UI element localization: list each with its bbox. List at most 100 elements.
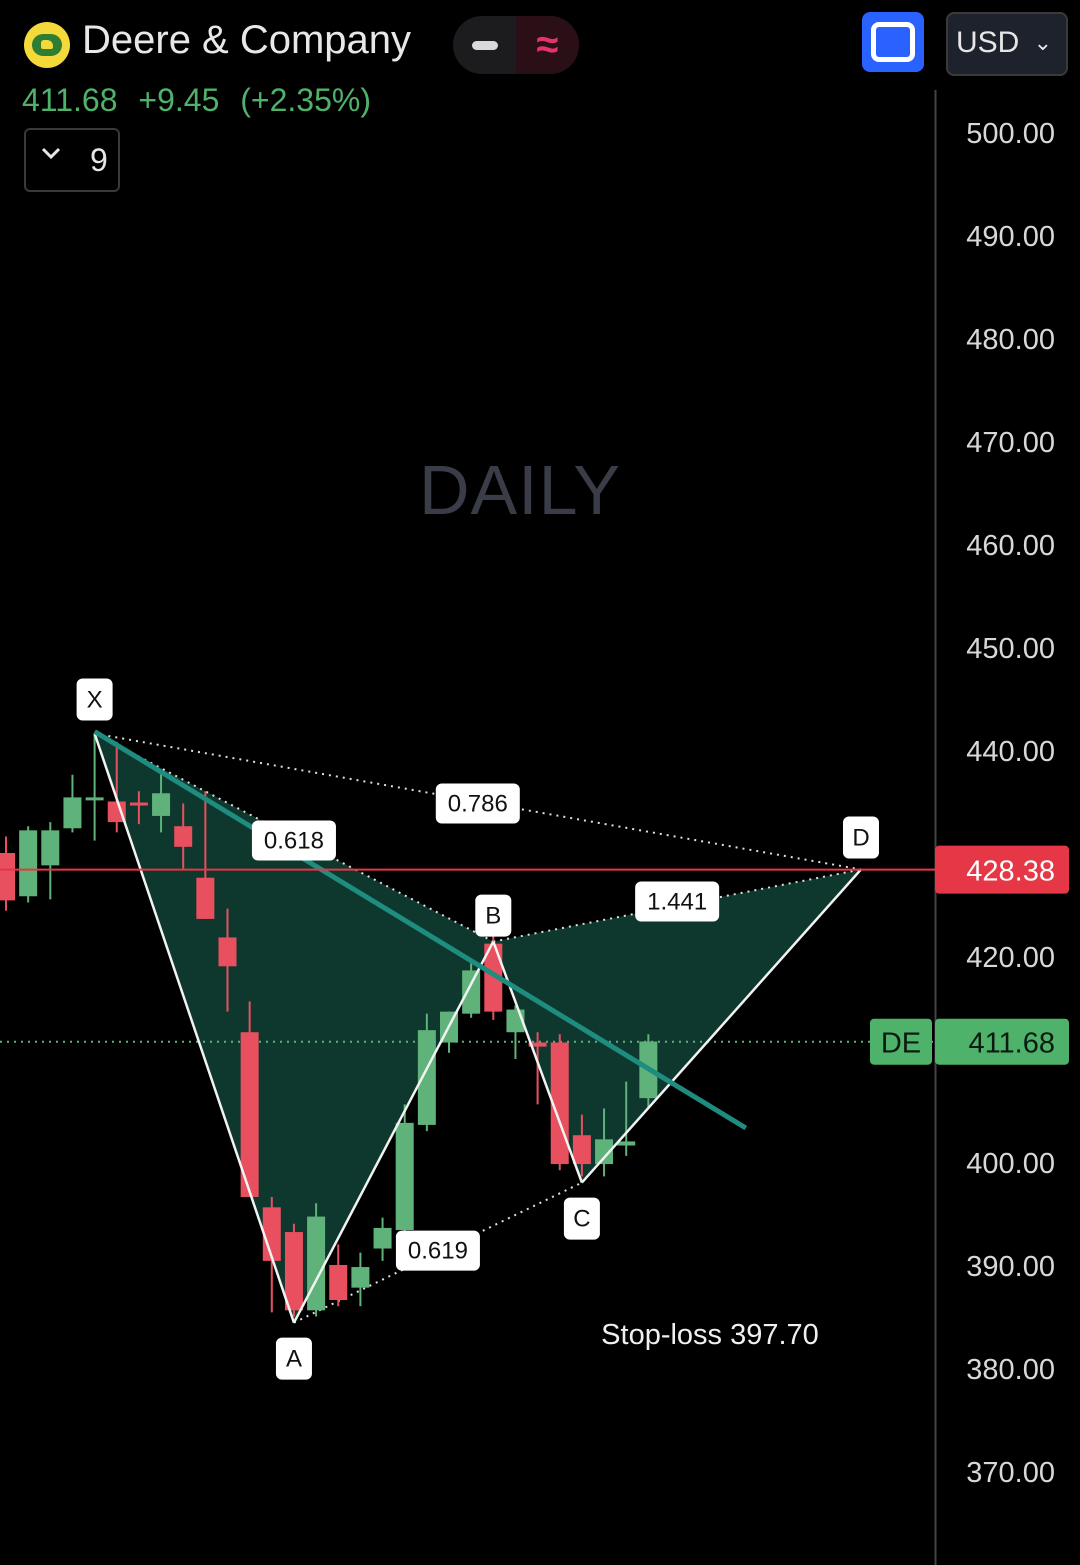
- minus-icon[interactable]: [453, 16, 516, 74]
- candle: [129, 791, 148, 825]
- point-label-x: X: [76, 678, 113, 721]
- point-label-d-text: D: [852, 824, 869, 851]
- pattern-fill-xab: [94, 733, 494, 1323]
- price-quote: 411.68 +9.45 (+2.35%): [22, 82, 383, 119]
- symbol-tag-text: DE: [881, 1028, 921, 1060]
- candle-body: [307, 1216, 326, 1311]
- pattern-leg-xa: [93, 733, 296, 1324]
- candle-body: [284, 1232, 303, 1311]
- candle-body: [373, 1227, 392, 1249]
- point-label-d-box: [842, 816, 879, 859]
- fullscreen-icon: [871, 22, 915, 62]
- candle: [462, 962, 481, 1018]
- y-tick-label: 490.00: [966, 221, 1055, 253]
- candle-body: [595, 1139, 614, 1165]
- y-tick-label: 450.00: [966, 633, 1055, 665]
- point-label-d: D: [842, 816, 879, 859]
- ratio-label-xb-text: 0.618: [264, 828, 324, 855]
- point-label-b: B: [475, 894, 512, 937]
- candle: [617, 1081, 636, 1156]
- candle-body: [63, 797, 82, 829]
- y-tick-label: 380.00: [966, 1354, 1055, 1386]
- indicators-toggle-button[interactable]: 9: [24, 128, 120, 192]
- candle-body: [240, 1032, 259, 1198]
- candle-body: [85, 797, 104, 801]
- y-tick-label: 480.00: [966, 324, 1055, 356]
- last-price-tag-text: 411.68: [968, 1028, 1055, 1060]
- company-title[interactable]: Deere & Company: [82, 18, 412, 62]
- candle-body: [218, 937, 237, 967]
- candle: [440, 1011, 458, 1053]
- ratio-label-bd-box: [635, 881, 720, 922]
- candle-body: [262, 1207, 281, 1261]
- candle: [373, 1217, 392, 1261]
- candle: [85, 733, 104, 841]
- candle-body: [462, 970, 481, 1014]
- candle-body: [41, 830, 60, 866]
- candle-body: [351, 1267, 370, 1288]
- candle: [107, 741, 126, 833]
- deere-logo-icon: [24, 22, 70, 68]
- candle-body: [329, 1265, 348, 1301]
- point-label-c-text: C: [573, 1206, 590, 1233]
- candle: [152, 772, 171, 833]
- point-label-a-text: A: [286, 1346, 302, 1373]
- currency-value: USD: [956, 26, 1020, 59]
- candle: [284, 1223, 303, 1317]
- candle-body: [572, 1135, 591, 1165]
- y-tick-label: 460.00: [966, 530, 1055, 562]
- candle-body: [0, 853, 15, 901]
- currency-select[interactable]: USD ⌄: [946, 12, 1068, 76]
- candle-body: [196, 877, 215, 919]
- candle: [307, 1203, 326, 1317]
- pattern-fill-bcd: [493, 869, 861, 1183]
- price-change: +9.45: [138, 82, 220, 118]
- pattern-leg-ab: [292, 941, 495, 1324]
- last-price: 411.68: [22, 82, 118, 118]
- chevron-down-icon: ⌄: [1033, 30, 1052, 55]
- point-label-c: C: [563, 1197, 600, 1240]
- point-label-a: A: [275, 1337, 312, 1380]
- timeframe-watermark: DAILY: [418, 451, 622, 529]
- candle: [41, 822, 60, 900]
- price-change-pct: (+2.35%): [240, 82, 371, 118]
- pattern-leg-cd: [580, 868, 862, 1184]
- candle: [174, 803, 193, 869]
- candle-body: [484, 943, 503, 1012]
- ratio-label-bd-text: 1.441: [647, 889, 707, 916]
- candle: [218, 908, 237, 1012]
- ratio-label-xd: 0.786: [435, 783, 520, 824]
- candle: [196, 791, 215, 919]
- chart-mode-toggle[interactable]: ≈: [453, 16, 579, 74]
- y-tick-label: 500.00: [966, 118, 1055, 150]
- candle: [329, 1244, 348, 1307]
- candle: [19, 826, 38, 903]
- candle-body: [129, 802, 148, 806]
- fullscreen-button[interactable]: [862, 12, 924, 72]
- y-tick-label: 440.00: [966, 736, 1055, 768]
- ratio-label-ac-box: [395, 1230, 480, 1271]
- candle: [595, 1108, 614, 1177]
- point-label-x-box: [76, 678, 113, 721]
- ratio-label-xb: 0.618: [251, 820, 336, 861]
- horizontal-line-price-text: 428.38: [966, 856, 1055, 888]
- symbol-tag: [870, 1018, 932, 1065]
- wave-icon[interactable]: ≈: [516, 16, 579, 74]
- candle: [240, 1001, 259, 1198]
- point-label-b-text: B: [485, 903, 501, 930]
- candle: [417, 1013, 436, 1132]
- ratio-label-xb-box: [251, 820, 336, 861]
- candle: [528, 1032, 547, 1105]
- horizontal-line-price-tag: [935, 845, 1069, 894]
- candle-body: [528, 1042, 547, 1047]
- candle: [63, 774, 82, 833]
- ratio-line-ac: [293, 1181, 583, 1324]
- ratio-label-xd-text: 0.786: [448, 791, 508, 818]
- last-price-tag: [935, 1018, 1069, 1065]
- candle-body: [152, 793, 171, 816]
- y-tick-label: 470.00: [966, 427, 1055, 459]
- ratio-label-bd: 1.441: [635, 881, 720, 922]
- indicator-count: 9: [90, 142, 108, 178]
- candle: [572, 1114, 591, 1177]
